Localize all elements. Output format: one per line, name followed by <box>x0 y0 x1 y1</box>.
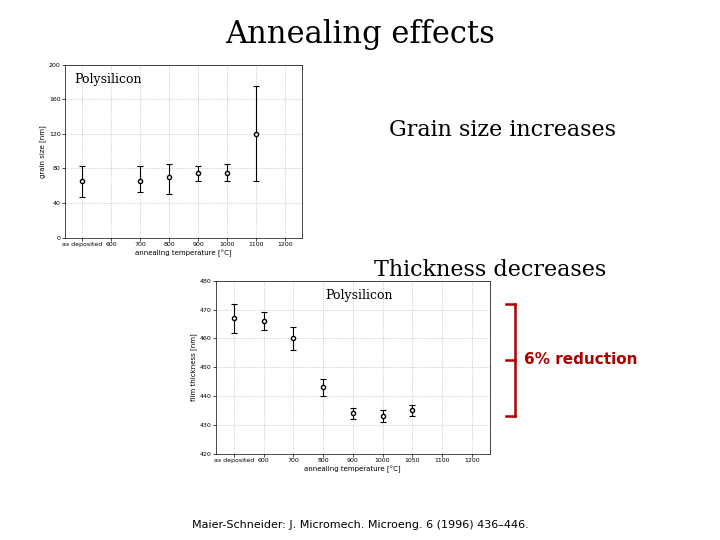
Y-axis label: grain size [nm]: grain size [nm] <box>40 125 46 178</box>
Text: Polysilicon: Polysilicon <box>325 289 393 302</box>
Text: Polysilicon: Polysilicon <box>74 73 142 86</box>
Text: Thickness decreases: Thickness decreases <box>374 259 607 281</box>
Text: Grain size increases: Grain size increases <box>389 119 616 140</box>
Text: Maier-Schneider: J. Micromech. Microeng. 6 (1996) 436–446.: Maier-Schneider: J. Micromech. Microeng.… <box>192 520 528 530</box>
Text: Annealing effects: Annealing effects <box>225 19 495 50</box>
Text: 6% reduction: 6% reduction <box>524 353 638 368</box>
X-axis label: annealing temperature [°C]: annealing temperature [°C] <box>135 249 232 257</box>
Y-axis label: film thickness [nm]: film thickness [nm] <box>190 333 197 401</box>
X-axis label: annealing temperature [°C]: annealing temperature [°C] <box>305 465 401 473</box>
